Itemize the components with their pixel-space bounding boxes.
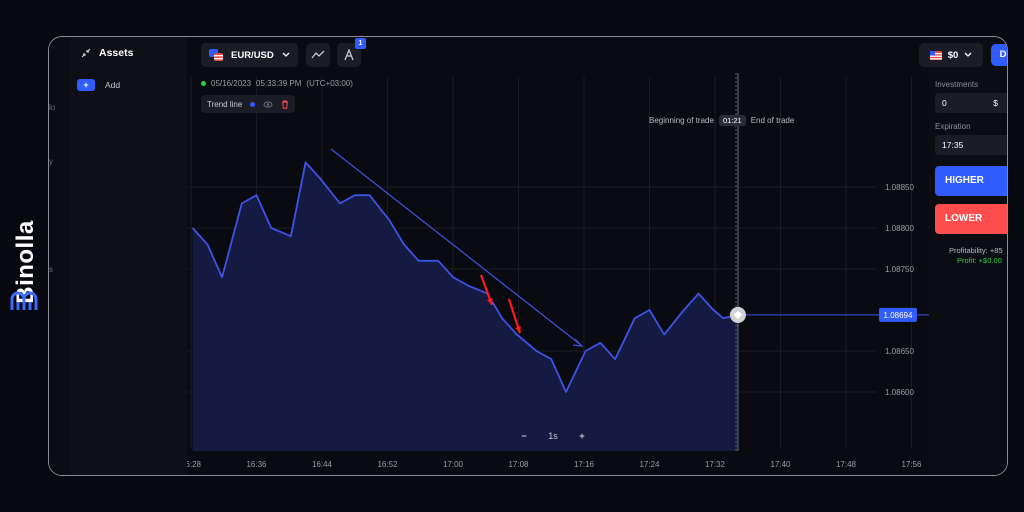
trade-panel: $0 Deposit Investments 0 $ Expiration 17…: [919, 37, 1007, 475]
profitability-text: Profitability: +85: [949, 246, 1003, 255]
chart-type-button[interactable]: [306, 43, 330, 67]
chevron-down-icon: [282, 52, 290, 57]
chevron-down-icon: [964, 52, 972, 57]
y-tick-label: 1.08850: [885, 183, 914, 192]
y-tick-label: 1.08650: [885, 347, 914, 356]
balance-selector[interactable]: $0: [919, 43, 983, 67]
current-price-marker-diamond: [733, 310, 743, 320]
lower-button[interactable]: LOWER: [935, 204, 1007, 234]
brand-logo-icon: [10, 291, 38, 310]
zoom-control: − 1s +: [511, 427, 595, 445]
server-time: 05/16/2023 05:33:39 PM (UTC+03:00): [201, 79, 353, 88]
date-text: 05/16/2023: [211, 79, 252, 88]
assets-panel: [69, 37, 187, 475]
price-line: [191, 161, 739, 393]
collapse-icon: [81, 48, 91, 58]
y-tick-label: 1.08600: [885, 388, 914, 397]
x-tick-label: 17:32: [705, 460, 726, 469]
x-tick-label: 16:52: [377, 460, 398, 469]
annotation-arrow-head: [486, 298, 493, 305]
assets-title: Assets: [99, 47, 134, 59]
x-tick-label: 17:08: [508, 460, 529, 469]
app-window: Assets + Add lo y s 1.08850 1.08800 1.0875…: [48, 36, 1008, 476]
chart-area[interactable]: 1.08850 1.08800 1.08750 1.08650 1.08600 16:28…: [187, 37, 929, 475]
drawn-trend-line: [330, 148, 582, 346]
line-chart-icon: [311, 50, 325, 59]
x-tick-label: 16:44: [312, 460, 333, 469]
price-area-fill: [192, 162, 738, 451]
price-chart[interactable]: 1.08850 1.08800 1.08750 1.08650 1.08600 16:28…: [187, 37, 929, 476]
x-tick-label: 17:40: [770, 460, 791, 469]
trend-line-color-icon[interactable]: [250, 101, 256, 107]
current-price-tag: [879, 307, 917, 322]
investment-value: 0: [942, 98, 947, 108]
assets-header[interactable]: Assets: [81, 47, 133, 59]
end-of-trade-label: End of trade: [750, 116, 795, 125]
eur-usd-flag-icon: [209, 49, 223, 61]
y-tick-label: 1.08750: [885, 265, 914, 274]
drawing-tools-icon: [344, 49, 354, 61]
trend-line-label: Trend line: [207, 99, 243, 109]
assets-sidebar: Assets + Add lo y s: [49, 37, 187, 475]
x-tick-label: 16:36: [246, 460, 267, 469]
zoom-in-button[interactable]: +: [579, 431, 585, 441]
currency-symbol: $: [993, 98, 998, 108]
sidebar-fragment: y: [49, 157, 53, 166]
annotation-arrow-head: [515, 326, 521, 333]
investment-input[interactable]: 0 $: [935, 93, 1007, 113]
investments-label: Investments: [935, 80, 979, 89]
add-asset-button[interactable]: +: [77, 79, 95, 91]
x-tick-label: 16:28: [187, 460, 202, 469]
trend-line-tool[interactable]: Trend line: [201, 95, 296, 113]
trade-window-labels: Beginning of trade 01:21 End of trade: [649, 115, 794, 126]
zoom-value: 1s: [548, 431, 558, 441]
timezone-text: (UTC+03:00): [306, 79, 353, 88]
profit-text: Profit: +$0.00: [957, 256, 1002, 265]
asset-pair-label: EUR/USD: [231, 49, 274, 61]
expiration-value: 17:35: [942, 140, 964, 150]
us-flag-icon: [929, 50, 942, 60]
visibility-icon[interactable]: [263, 101, 273, 108]
asset-selector[interactable]: EUR/USD: [201, 43, 298, 67]
add-asset-row[interactable]: + Add: [77, 79, 120, 91]
indicators-button[interactable]: 1: [337, 38, 366, 67]
sidebar-fragment: s: [49, 265, 53, 274]
x-tick-label: 17:56: [901, 460, 922, 469]
trash-icon[interactable]: [281, 100, 289, 109]
x-tick-label: 17:00: [443, 460, 464, 469]
balance-value: $0: [947, 49, 959, 61]
add-asset-label: Add: [105, 80, 121, 90]
higher-button[interactable]: HIGHER: [935, 166, 1007, 196]
zoom-out-button[interactable]: −: [521, 431, 527, 441]
x-tick-label: 17:16: [574, 460, 595, 469]
y-tick-label: 1.08800: [885, 224, 914, 233]
trade-timer: 01:21: [718, 115, 746, 126]
x-tick-label: 17:48: [836, 460, 857, 469]
sidebar-fragment: lo: [49, 103, 56, 112]
indicator-count-badge: 1: [355, 38, 366, 49]
brand: Binolla: [6, 190, 46, 320]
expiration-label: Expiration: [935, 122, 971, 131]
current-price-label: 1.08694: [884, 311, 913, 320]
trend-line-arrowhead: [572, 338, 584, 347]
live-indicator-icon: [201, 81, 206, 86]
x-tick-label: 17:24: [639, 460, 660, 469]
beginning-of-trade-label: Beginning of trade: [649, 116, 714, 125]
expiration-input[interactable]: 17:35: [935, 135, 1007, 155]
time-text: 05:33:39 PM: [256, 79, 302, 88]
deposit-button[interactable]: Deposit: [991, 44, 1007, 66]
